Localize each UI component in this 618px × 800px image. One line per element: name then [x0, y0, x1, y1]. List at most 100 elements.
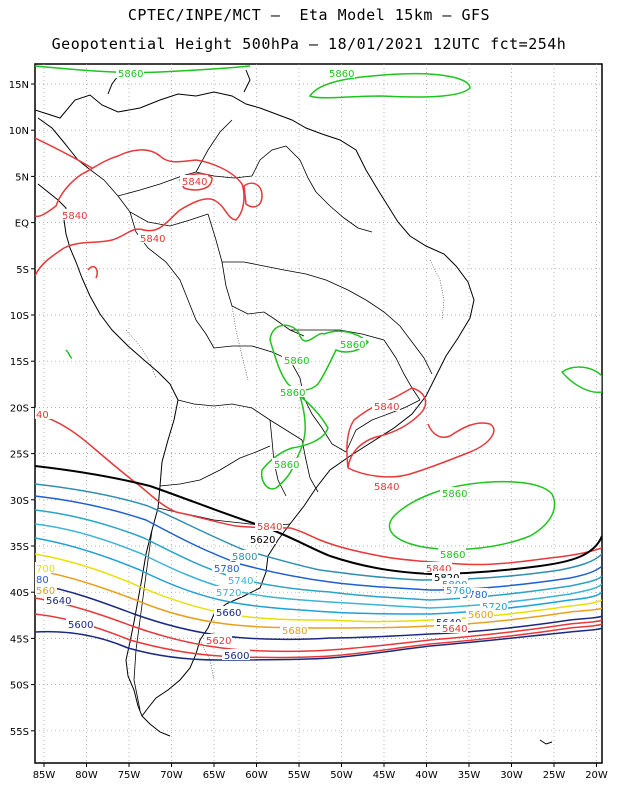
svg-text:5860: 5860	[284, 356, 309, 367]
svg-text:5740: 5740	[228, 576, 253, 587]
svg-text:5840: 5840	[426, 564, 451, 575]
svg-text:5860: 5860	[442, 489, 467, 500]
contour-5700	[35, 553, 602, 623]
svg-text:5860: 5860	[440, 550, 465, 561]
label-5860-g: 5860	[440, 487, 468, 500]
label-5740-a: 5740	[226, 574, 254, 587]
contour-5640	[35, 597, 602, 653]
label-5600-a: 5600	[66, 618, 94, 631]
contour-5620	[35, 613, 602, 659]
svg-text:5860: 5860	[340, 340, 365, 351]
label-5860-h: 5860	[438, 548, 466, 561]
label-5640-a: 5640	[44, 594, 72, 607]
contour-5820	[35, 465, 602, 576]
lon-tick-label: 40W	[415, 770, 438, 781]
label-5840-g: 5840	[424, 562, 452, 575]
lat-tick-label: 10N	[9, 126, 29, 137]
label-5840-f: 5840	[255, 520, 283, 533]
map-title-line-1: CPTEC/INPE/MCT – Eta Model 15km – GFS	[127, 6, 491, 24]
label-40: 40	[35, 408, 51, 421]
svg-text:5780: 5780	[462, 590, 487, 601]
contour-5720	[35, 537, 602, 615]
svg-text:560: 560	[36, 586, 55, 597]
contour-5780	[35, 495, 602, 591]
label-5860-a: 5860	[116, 67, 144, 80]
label-5860-b: 5860	[327, 67, 355, 80]
lon-tick-label: 20W	[585, 770, 608, 781]
label-5600-c: 5600	[466, 608, 494, 621]
svg-text:5600: 5600	[468, 610, 493, 621]
label-5840-d: 5840	[372, 400, 400, 413]
lon-tick-label: 65W	[203, 770, 226, 781]
label-5860-e: 5860	[278, 386, 306, 399]
lon-tick-label: 60W	[245, 770, 268, 781]
svg-text:5780: 5780	[214, 564, 239, 575]
svg-text:5860: 5860	[329, 69, 354, 80]
svg-text:5660: 5660	[216, 608, 241, 619]
lon-tick-label: 30W	[500, 770, 523, 781]
lat-tick-label: 15N	[9, 80, 29, 91]
label-5740-b: 5720	[214, 586, 242, 599]
label-5860-f: 5860	[272, 458, 300, 471]
svg-text:5620: 5620	[206, 636, 231, 647]
label-560-edge: 560	[35, 584, 57, 597]
label-5700-edge: 700	[35, 562, 57, 575]
svg-text:5720: 5720	[482, 602, 507, 613]
svg-text:5840: 5840	[62, 211, 87, 222]
contour-5760	[35, 509, 602, 601]
lat-tick-label: 15S	[10, 357, 29, 368]
lat-tick-label: 20S	[10, 403, 29, 414]
label-5800-a: 5800	[230, 550, 258, 563]
svg-text:80: 80	[36, 575, 49, 586]
label-5860-d: 5860	[282, 354, 310, 367]
svg-text:5640: 5640	[442, 624, 467, 635]
svg-text:5840: 5840	[374, 482, 399, 493]
lon-tick-label: 55W	[288, 770, 311, 781]
label-5620: 5620	[204, 634, 232, 647]
lat-tick-label: 40S	[10, 588, 29, 599]
lon-tick-label: 50W	[330, 770, 353, 781]
lon-tick-label: 45W	[373, 770, 396, 781]
lat-tick-label: 30S	[10, 496, 29, 507]
label-5840-a: 5840	[180, 175, 208, 188]
label-5680: 5680	[280, 624, 308, 637]
contour-5840	[35, 137, 602, 566]
lon-tick-label: 25W	[543, 770, 566, 781]
label-5840-c: 5840	[138, 232, 166, 245]
lat-tick-label: 50S	[10, 681, 29, 692]
svg-text:5680: 5680	[282, 626, 307, 637]
lon-tick-label: 70W	[160, 770, 183, 781]
svg-text:5860: 5860	[280, 388, 305, 399]
label-5820-a: 5620	[248, 533, 276, 546]
label-5680-edge: 80	[35, 573, 51, 586]
political-borders	[87, 119, 433, 711]
svg-text:5800: 5800	[232, 552, 257, 563]
svg-text:5620: 5620	[250, 535, 275, 546]
svg-text:5860: 5860	[274, 460, 299, 471]
label-5860-c: 5860	[338, 338, 366, 351]
lat-tick-label: 55S	[10, 727, 29, 738]
svg-text:5840: 5840	[182, 177, 207, 188]
svg-text:5840: 5840	[140, 234, 165, 245]
contour-5660	[35, 583, 602, 641]
label-5720: 5720	[480, 600, 508, 613]
map-title-line-2: Geopotential Height 500hPa – 18/01/2021 …	[51, 35, 567, 53]
lat-tick-label: 10S	[10, 311, 29, 322]
lon-tick-label: 75W	[118, 770, 141, 781]
label-5780-b: 5780	[460, 588, 488, 601]
lon-tick-label: 35W	[458, 770, 481, 781]
contour-5600	[35, 627, 602, 661]
label-5780-a: 5780	[212, 562, 240, 575]
lat-tick-label: 45S	[10, 634, 29, 645]
label-5660: 5660	[214, 606, 242, 619]
svg-text:700: 700	[36, 564, 55, 575]
svg-text:5720: 5720	[216, 588, 241, 599]
contour-5740	[35, 523, 602, 609]
svg-text:5640: 5640	[46, 596, 71, 607]
lat-tick-label: EQ	[15, 219, 29, 230]
state-borders	[125, 259, 445, 681]
label-5840-e: 5840	[372, 480, 400, 493]
lon-tick-label: 85W	[33, 770, 56, 781]
lat-tick-label: 25S	[10, 450, 29, 461]
